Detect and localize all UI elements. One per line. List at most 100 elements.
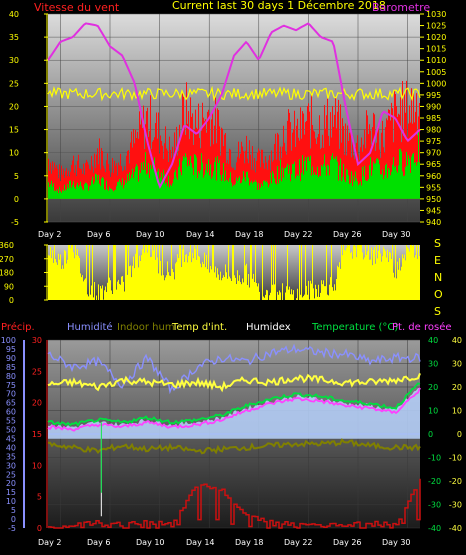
y-tick-label: 995 [426,91,441,100]
direction-chart-series [48,245,420,300]
y-tick-label: 55 [6,417,16,426]
precip-title: Précip. [1,321,35,333]
x-tick-label: Day 10 [136,538,165,547]
y-tick-label: 40 [9,10,19,19]
y-tick-label: -20 [428,477,441,486]
y-tick-label: 360 [0,241,14,250]
y-tick-label: 20 [6,479,16,488]
x-tick-label: Day 2 [38,538,61,547]
wind-title: Vitesse du vent [34,1,120,14]
barometer-line [47,22,421,189]
y-tick-label: 1030 [426,10,446,19]
y-tick-label: 0 [9,296,14,305]
y-tick-label: 50 [6,426,16,435]
y-tick-label: 945 [426,206,441,215]
dewpoint-line [47,387,421,432]
wind-band-line [47,85,421,102]
y-tick-label: 90 [6,354,16,363]
y-tick-label: 30 [452,360,462,369]
dewpoint-title: Pt. de rosée [392,321,452,333]
y-tick-label: 90 [4,282,14,291]
y-tick-label: -30 [428,501,441,510]
direction-letter-n: N [434,271,442,284]
y-tick-label: -20 [449,477,462,486]
x-labels-bottom: Day 2 Day 6 Day 10 Day 14 Day 18 Day 22 … [38,538,411,547]
x-tick-label: Day 6 [87,538,110,547]
y-tick-label: 15 [9,126,19,135]
temperature-title: Temperature (°C) [311,322,398,333]
y-tick-label: 100 [1,336,16,345]
y-tick-label: 950 [426,195,441,204]
direction-letter-o: O [434,288,443,301]
y-tick-label: 15 [32,430,42,439]
y-tick-label: 1015 [426,45,446,54]
x-tick-label: Day 14 [186,538,215,547]
y-tick-label: 955 [426,183,441,192]
indoor-hum-line [48,438,421,455]
y-tick-label: 25 [6,470,16,479]
y-tick-label: 5 [11,506,16,515]
y-tick-label: 35 [9,33,19,42]
temperature-chart-series [47,343,421,529]
y-tick-label: 940 [426,218,441,227]
x-tick-label: Day 30 [382,538,411,547]
x-labels-top: Day 2 Day 6 Day 10 Day 14 Day 18 Day 22 … [38,230,411,239]
humidex-title: Humidex [246,322,291,333]
direction-letter-s2: S [434,305,441,318]
y-tick-label: 10 [6,497,16,506]
y-tick-label: 20 [32,399,42,408]
y-tick-label: -30 [449,501,462,510]
y-tick-label: 20 [452,383,462,392]
x-tick-label: Day 30 [382,230,411,239]
y-tick-label: 1005 [426,68,446,77]
temperature-line [47,382,421,427]
y-tick-label: 5 [14,172,19,181]
y-tick-label: 970 [426,149,441,158]
direction-letter-s1: S [434,237,441,250]
y-tick-label: 75 [6,381,16,390]
y-tick-label: 25 [9,79,19,88]
y-tick-label: 980 [426,126,441,135]
y-tick-label: 45 [6,434,16,443]
y-tick-label: 30 [6,461,16,470]
y-tick-label: 10 [32,461,42,470]
x-tick-label: Day 6 [87,230,110,239]
y-tick-label: -40 [428,524,441,533]
y-tick-label: 10 [452,407,462,416]
y-tick-label: 25 [32,367,42,376]
y-tick-label: 30 [32,336,42,345]
y-tick-label: -5 [11,218,19,227]
x-tick-label: Day 10 [136,230,165,239]
y-tick-label: 1020 [426,33,446,42]
y-tick-label: 30 [428,360,438,369]
x-tick-label: Day 14 [186,230,215,239]
y-tick-label: 1000 [426,79,446,88]
wind-chart-series [47,22,421,199]
y-tick-label: 5 [37,493,42,502]
y-tick-label: 10 [9,149,19,158]
x-tick-label: Day 18 [235,230,264,239]
indoor-hum-title: Indoor hum [117,322,175,333]
y-tick-label: 40 [428,336,438,345]
y-tick-label: 20 [9,102,19,111]
barometer-title: Barometre [372,1,430,14]
y-tick-label: 70 [6,390,16,399]
y-tick-label: 960 [426,172,441,181]
y-tick-label: -40 [449,524,462,533]
y-tick-label: 990 [426,102,441,111]
y-tick-label: 20 [428,383,438,392]
x-tick-label: Day 18 [235,538,264,547]
y-tick-label: 65 [6,399,16,408]
x-tick-label: Day 22 [284,230,313,239]
y-tick-label: -5 [8,524,16,533]
y-tick-label: -10 [449,454,462,463]
direction-letter-e: E [434,254,441,267]
humidity-line [47,343,421,395]
y-tick-label: 0 [11,515,16,524]
y-tick-label: 965 [426,160,441,169]
y-tick-label: 40 [452,336,462,345]
y-tick-label: 80 [6,372,16,381]
y-tick-label: 180 [0,269,14,278]
y-tick-label: 0 [428,430,433,439]
